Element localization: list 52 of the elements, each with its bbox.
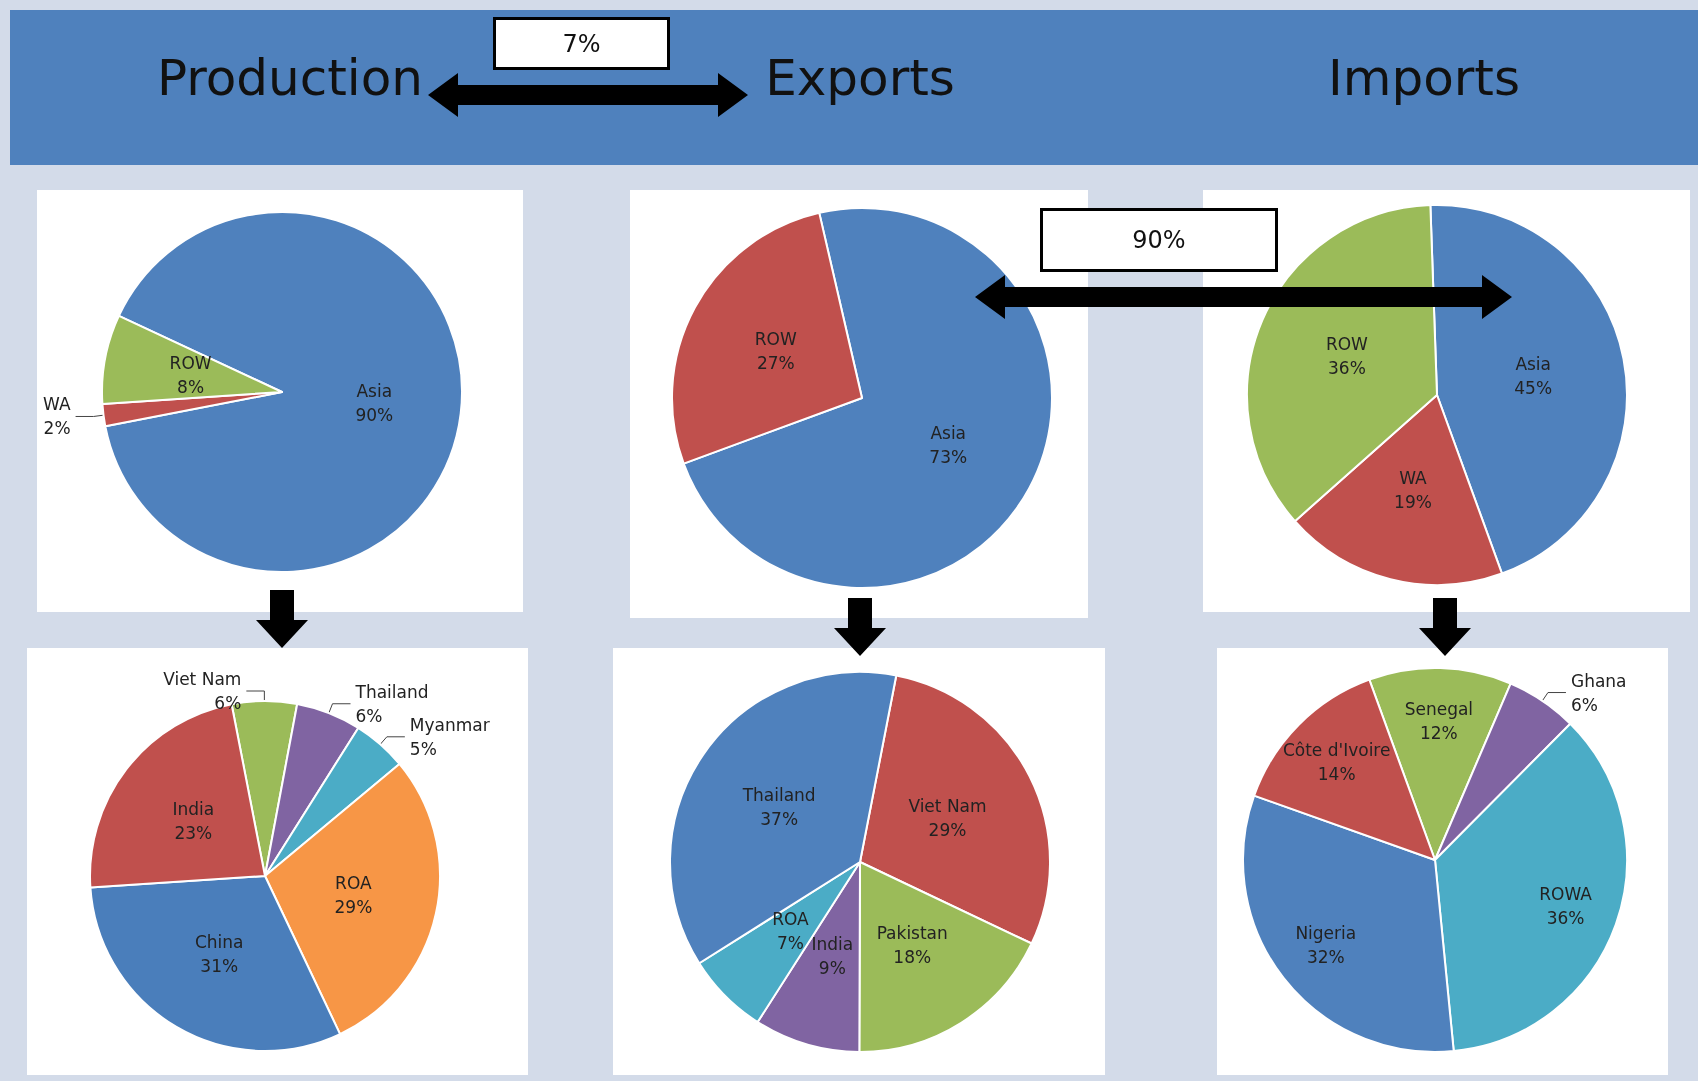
chart-title: Exports [765,49,955,107]
slice-label: Côte d'Ivoire [1282,740,1391,761]
slice-label: Asia [930,422,967,443]
slice-label: China [194,932,244,953]
data-label: 18% [893,946,932,967]
data-label: 7% [776,933,804,954]
slice-label: India [172,798,215,819]
slice-label: Myanmar [409,714,490,735]
data-label: 9% [818,958,846,979]
data-label: 36% [1546,908,1585,929]
data-label: 31% [200,956,239,977]
data-label: 5% [409,738,437,759]
data-label: 45% [1514,378,1553,399]
slice-label: Viet Nam [908,795,987,816]
slice-label: Ghana [1570,670,1627,691]
slice-label: ROW [754,329,797,350]
slice-label: Asia [356,381,393,402]
slice-label: ROW [169,352,212,373]
text: 90% [1040,208,1278,272]
slice-label: ROA [335,873,373,894]
text: 7% [493,17,670,70]
data-label: 73% [929,446,968,467]
slice-label: India [811,934,854,955]
slice-label: ROA [772,909,810,930]
data-label: 29% [928,819,967,840]
data-label: 23% [174,822,213,843]
data-label: 14% [1317,764,1356,785]
slice-label: Pakistan [876,922,948,943]
slice-label: WA [1399,468,1428,489]
data-label: 19% [1394,492,1432,513]
slice-label: Asia [1515,354,1552,375]
data-label: 36% [1328,358,1366,379]
data-label: 29% [334,897,373,918]
chart-title: Imports [1328,49,1520,107]
slice-label: Viet Nam [163,669,242,689]
data-label: 6% [355,705,383,726]
slice-label: Thailand [741,784,816,805]
data-label: 37% [760,808,799,829]
data-label: 6% [1570,694,1598,715]
slice-label: WA [43,394,71,415]
data-label: 32% [1306,947,1345,968]
data-label: 27% [756,353,795,374]
slice-label: Thailand [354,681,429,702]
data-label: 2% [43,418,71,439]
data-label: 90% [355,405,394,426]
slice-label: ROWA [1539,884,1593,905]
slice-label: Nigeria [1295,923,1357,944]
slice-label: ROW [1325,334,1369,355]
chart-title: Production [156,49,424,107]
data-label: 12% [1419,723,1458,744]
data-label: 8% [177,376,205,397]
slice-label: Senegal [1404,699,1474,720]
